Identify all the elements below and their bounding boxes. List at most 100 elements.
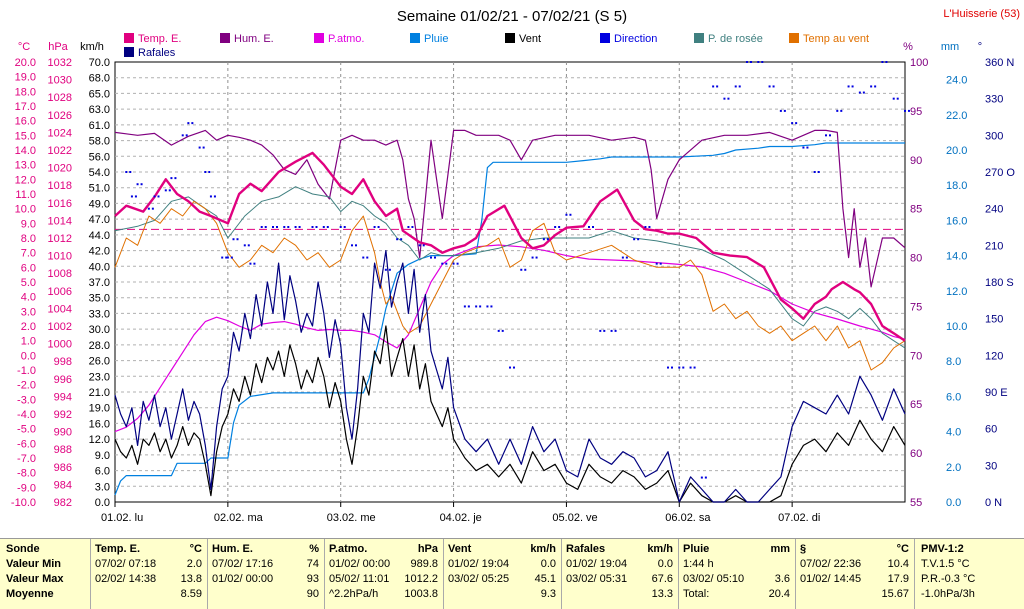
plot-frame: [114, 61, 906, 503]
y-tick-hpa: 1014: [48, 215, 72, 227]
direction-dot: [377, 226, 380, 228]
legend-swatch: [600, 33, 610, 43]
y-tick-kmh: 33.0: [89, 308, 110, 320]
y-tick-deg: 0 N: [985, 497, 1002, 509]
legend-label: Direction: [614, 33, 657, 45]
stats-rafales-header: Rafales: [566, 543, 606, 555]
y-tick-temp: -10.0: [11, 497, 36, 509]
stats-col-pmv: PMV-1:2 T.V.1.5 °C P.R.-0.3 °C -1.0hPa/3…: [914, 539, 1024, 609]
stats-rafales-max-val: 67.6: [651, 573, 673, 585]
axis-header-hpa: hPa: [48, 41, 68, 53]
direction-dot: [761, 61, 764, 63]
weather-chart: Semaine 01/02/21 - 07/02/21 (S 5) L'Huis…: [11, 8, 1020, 524]
direction-dot: [746, 61, 748, 63]
direction-dot: [851, 85, 854, 88]
direction-dot: [198, 146, 201, 149]
direction-dot: [704, 476, 707, 479]
direction-dot: [213, 195, 216, 198]
y-tick-kmh: 54.0: [89, 167, 110, 179]
stats-rosee-avg-val: 15.67: [881, 588, 909, 600]
direction-dot: [772, 85, 775, 88]
y-tick-hum: 90: [910, 155, 922, 167]
series-rain: [114, 142, 905, 496]
stats-pluie-total-val: 20.4: [768, 588, 790, 600]
direction-dot: [362, 256, 365, 259]
y-tick-temp: -4.0: [17, 409, 36, 421]
direction-dot: [430, 256, 432, 259]
direction-dot: [659, 262, 662, 265]
direction-dot: [806, 146, 809, 149]
stats-vent-max-time: 03/02/ 05:25: [448, 573, 510, 585]
direction-dot: [862, 91, 865, 94]
axis-header-mm: mm: [941, 41, 959, 53]
direction-dot: [791, 122, 794, 125]
direction-dot: [243, 244, 246, 247]
direction-dot: [225, 256, 228, 259]
stats-pluie-max-val: 3.6: [774, 573, 790, 585]
axis-header-deg: °: [978, 41, 982, 53]
x-tick-label: 03.02. me: [327, 512, 376, 524]
direction-dot: [554, 226, 557, 228]
y-tick-temp: 3.0: [21, 306, 36, 318]
direction-dot: [847, 85, 850, 88]
y-tick-hum: 70: [910, 350, 922, 362]
stats-vent-header: Vent: [448, 543, 472, 555]
y-tick-temp: 17.0: [15, 101, 36, 113]
legend-label: Temp au vent: [803, 33, 869, 45]
stats-rafales-max-time: 03/02/ 05:31: [566, 573, 628, 585]
direction-dot: [524, 268, 527, 271]
stats-pluie-max-time: 03/02/ 05:10: [683, 573, 745, 585]
direction-dot: [546, 238, 549, 241]
series-chill: [114, 200, 906, 371]
y-tick-kmh: 6.0: [95, 466, 110, 478]
stats-vent-unit: km/h: [530, 543, 556, 555]
y-tick-temp: -2.0: [17, 380, 36, 392]
direction-dot: [671, 366, 673, 369]
direction-dot: [870, 85, 873, 88]
stats-hum-unit: %: [309, 543, 319, 555]
stats-row-avg: Moyenne: [6, 588, 54, 600]
direction-dot: [497, 329, 500, 332]
y-tick-deg: 270 O: [985, 167, 1015, 179]
direction-dot: [400, 238, 403, 241]
stats-rosee-unit: °C: [896, 543, 909, 555]
direction-dot: [621, 256, 624, 259]
direction-dot: [232, 238, 235, 241]
y-tick-kmh: 70.0: [89, 57, 110, 69]
direction-dot: [795, 122, 798, 125]
direction-dot: [202, 146, 205, 149]
direction-dot: [208, 171, 211, 173]
stats-temp-min-time: 07/02/ 07:18: [95, 558, 157, 570]
direction-dot: [276, 226, 278, 228]
direction-dot: [441, 262, 444, 265]
direction-dot: [322, 226, 325, 228]
stats-temp-max-time: 02/02/ 14:38: [95, 573, 157, 585]
y-tick-hpa: 1000: [48, 339, 72, 351]
y-tick-kmh: 21.0: [89, 387, 110, 399]
direction-dot: [881, 61, 884, 63]
y-tick-hpa: 1010: [48, 251, 72, 263]
y-tick-deg: 120: [985, 350, 1003, 362]
direction-dot: [858, 91, 861, 94]
direction-dot: [434, 256, 436, 259]
legend-label: P.atmo.: [328, 33, 365, 45]
stats-rosee-min-val: 10.4: [887, 558, 909, 570]
y-tick-mm: 8.0: [946, 356, 961, 368]
direction-dot: [682, 366, 685, 369]
y-tick-kmh: 37.0: [89, 277, 110, 289]
y-tick-temp: 5.0: [21, 277, 36, 289]
y-tick-hpa: 1026: [48, 110, 72, 122]
direction-dot: [904, 109, 906, 112]
y-tick-kmh: 42.0: [89, 246, 110, 258]
direction-dot: [490, 305, 493, 308]
direction-dot: [298, 226, 301, 228]
direction-dot: [716, 85, 719, 88]
direction-dot: [191, 122, 194, 125]
y-tick-kmh: 68.0: [89, 73, 110, 85]
direction-dot: [396, 238, 399, 241]
direction-dot: [157, 195, 160, 198]
direction-dot: [130, 195, 133, 198]
y-tick-temp: 9.0: [21, 218, 36, 230]
direction-dot: [249, 262, 252, 265]
statistics-table: Sonde Valeur Min Valeur Max Moyenne Temp…: [0, 538, 1024, 609]
